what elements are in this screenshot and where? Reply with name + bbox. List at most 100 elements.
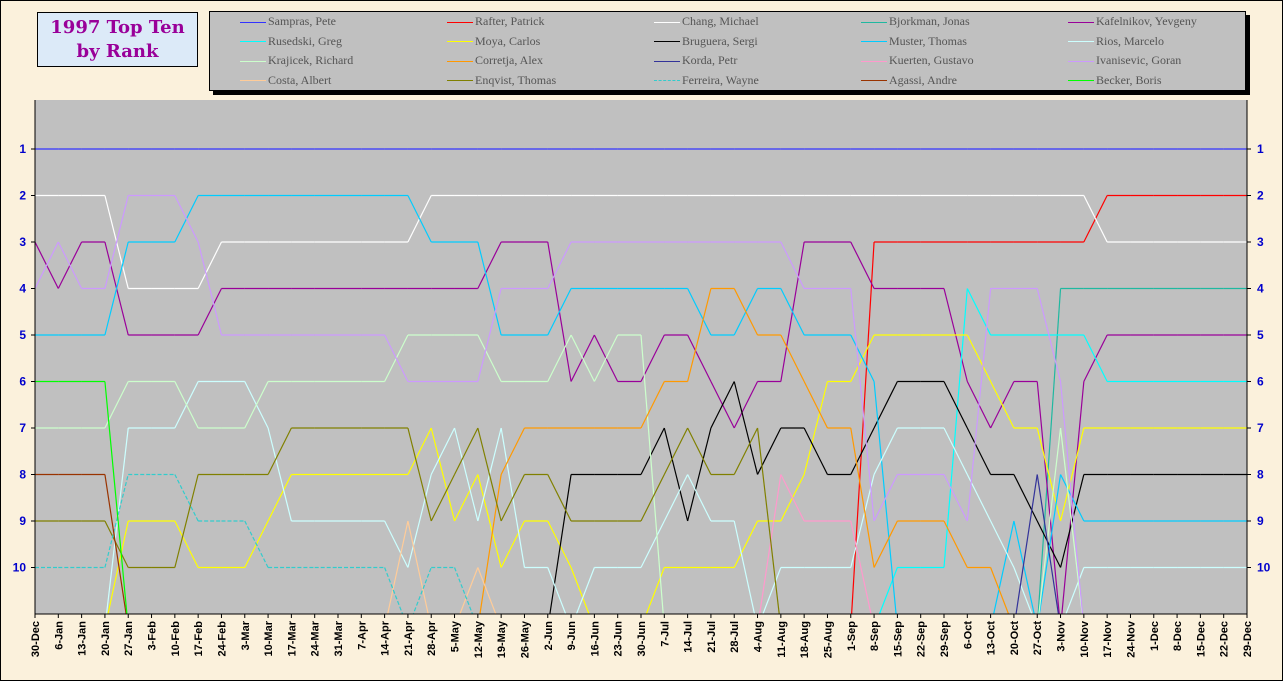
series-segment [850,520,872,614]
series-segment [851,241,875,614]
series-segment [990,520,1015,568]
y-tick-label-right: 3 [1257,235,1264,249]
series-segment [174,381,199,429]
y-tick-label: 9 [19,514,26,528]
series-segment [197,288,222,336]
x-tick-label: 12-May [473,620,485,658]
series-segment [454,427,479,475]
series-becker-boris [35,380,128,614]
series-segment [850,474,875,568]
y-tick-label-right: 2 [1257,189,1264,203]
legend-item-enqvist-thomas: Enqvist, Thomas [447,73,556,89]
legend-item-chang-michael: Chang, Michael [654,14,759,30]
series-segment [454,474,479,522]
series-segment [407,195,432,243]
series-segment [477,241,502,289]
series-segment [477,334,502,382]
legend-item-agassi-andre: Agassi, Andre [861,73,957,89]
x-tick-label: 28-Apr [426,620,438,656]
series-segment [547,520,572,568]
series-segment [966,427,992,475]
series-segment [430,474,456,522]
series-segment [387,520,409,614]
series-segment [412,567,432,614]
series-segment [1036,520,1062,568]
x-tick-label: 11-Aug [776,621,788,658]
legend-label: Agassi, Andre [889,72,957,87]
x-tick-label: 10-Feb [170,621,182,657]
series-segment [873,474,898,522]
series-corretja-alex [479,287,1010,614]
x-tick-label: 1-Sep [846,621,858,651]
x-tick-label: 20-Oct [1009,621,1021,656]
series-segment [35,241,59,289]
x-tick-label: 6-Oct [962,621,974,649]
series-segment [803,381,829,475]
series-segment [757,427,782,475]
legend-label: Corretja, Alex [475,53,543,67]
series-segment [105,427,129,614]
x-tick-label: 8-Dec [1172,621,1184,651]
series-bruguera-sergi [549,380,1247,614]
series-segment [197,241,222,289]
series-segment [733,427,759,475]
legend-swatch [654,41,680,43]
series-kuerten-gustavo [759,474,872,614]
x-tick-label: 28-Jul [729,621,741,653]
legend-item-rafter-patrick: Rafter, Patrick [447,14,545,30]
x-tick-label: 18-Aug [799,621,811,658]
x-tick-label: 31-Mar [333,620,345,656]
series-krajicek-richard [35,334,1083,614]
series-segment [663,427,689,475]
series-segment [640,381,665,429]
series-segment [1059,474,1085,568]
legend-label: Rusedski, Greg [268,33,342,48]
legend-item-sampras-pete: Sampras, Pete [240,14,336,30]
legend-item-kuerten-gustavo: Kuerten, Gustavo [861,53,974,69]
x-tick-label: 10-Mar [263,620,275,656]
series-segment [756,427,780,614]
series-segment [710,381,735,429]
series-rafter-patrick [851,194,1247,614]
series-segment [733,381,759,475]
series-segment [384,567,404,614]
series-ferreira-wayne [35,473,474,614]
legend-swatch [447,41,473,43]
x-tick-label: 3-Feb [147,621,159,651]
x-tick-label: 21-Apr [403,620,415,656]
series-segment [1059,381,1084,614]
series-segment [104,241,129,336]
x-tick-label: 7-Jul [659,621,671,647]
x-tick-label: 2-Jun [543,621,555,651]
legend-swatch [240,41,266,43]
legend-item-moya-carlos: Moya, Carlos [447,34,540,50]
series-korda-petr [1015,474,1060,614]
y-tick-label-right: 1 [1257,142,1264,156]
series-segment [943,427,968,475]
series-agassi-andre [35,473,127,614]
legend-swatch [654,21,680,23]
legend-swatch [240,21,266,23]
legend-swatch [447,80,473,82]
legend-swatch [447,21,473,23]
legend-label: Costa, Albert [268,72,332,87]
legend-swatch [1068,60,1094,62]
series-segment [1065,567,1085,614]
series-segment [430,427,456,522]
x-tick-label: 3-Mar [240,620,252,650]
series-segment [762,567,782,614]
series-segment [107,520,129,614]
series-segment [384,520,409,568]
series-segment [1037,288,1062,614]
series-segment [453,567,474,614]
legend-item-ivanisevic-goran: Ivanisevic, Goran [1068,53,1181,69]
x-tick-label: 20-Jan [100,621,112,656]
series-segment [244,520,269,568]
legend-label: Ferreira, Wayne [682,72,759,87]
series-segment [1015,474,1038,614]
legend-label: Chang, Michael [682,14,759,28]
legend-swatch [861,41,887,43]
series-segment [943,381,968,429]
series-segment [547,567,567,614]
